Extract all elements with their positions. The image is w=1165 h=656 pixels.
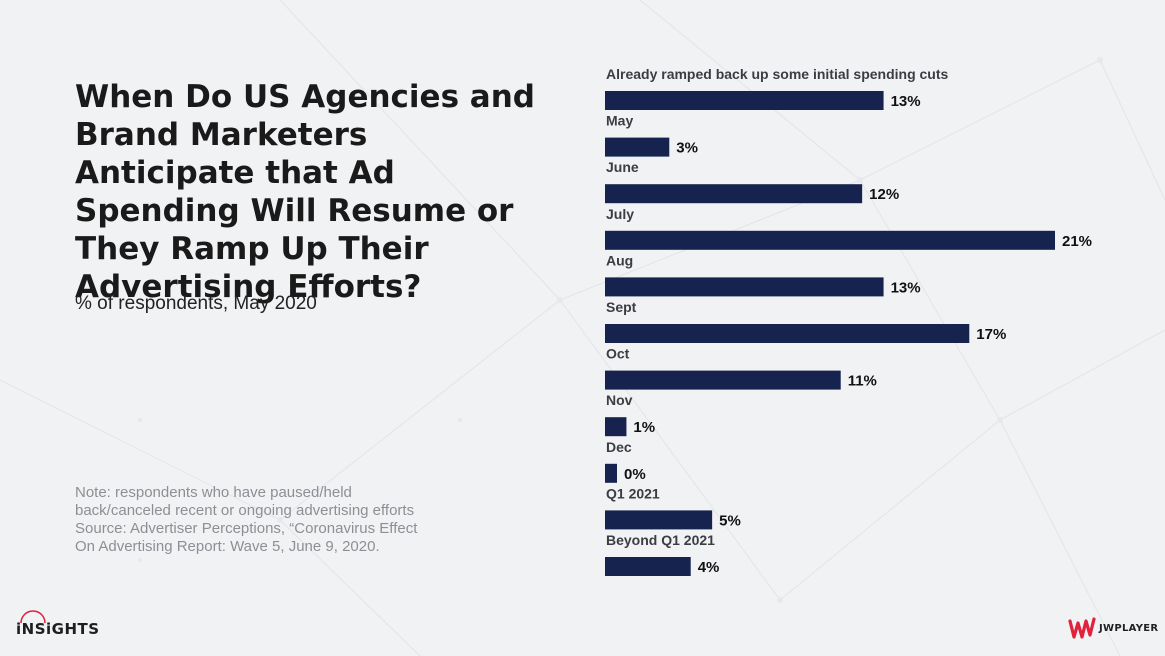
jwplayer-logo: JWPLAYER <box>1068 614 1158 642</box>
value-label: 5% <box>719 512 741 529</box>
category-label: May <box>606 113 633 129</box>
jwplayer-logo-text: JWPLAYER <box>1099 622 1159 634</box>
bar <box>605 370 841 390</box>
category-label: Sept <box>606 299 637 315</box>
chart-title: When Do US Agencies and Brand Marketers … <box>75 79 535 305</box>
insights-logo-arc-icon <box>20 610 46 624</box>
bar <box>605 510 713 530</box>
category-label: Aug <box>606 252 633 268</box>
value-label: 13% <box>891 279 921 296</box>
category-label: July <box>606 206 634 222</box>
value-label: 3% <box>676 140 698 157</box>
note-line: Note: respondents who have paused/held <box>75 484 352 501</box>
category-label: Beyond Q1 2021 <box>606 532 715 548</box>
category-label: June <box>606 159 639 175</box>
jwplayer-wave-icon <box>1068 617 1096 639</box>
bar <box>605 463 617 483</box>
insights-logo: iNSiGHTS <box>16 620 100 638</box>
bar <box>605 557 691 576</box>
source-note: Note: respondents who have paused/held b… <box>75 484 475 556</box>
note-line: On Advertising Report: Wave 5, June 9, 2… <box>75 538 380 555</box>
bar <box>605 277 884 297</box>
bar <box>605 417 627 437</box>
category-label: Dec <box>606 439 632 455</box>
category-label: Oct <box>606 346 630 362</box>
category-label: Q1 2021 <box>606 485 660 501</box>
note-line: back/canceled recent or ongoing advertis… <box>75 502 415 519</box>
bar <box>605 184 863 204</box>
category-label: Nov <box>606 392 633 408</box>
value-label: 17% <box>976 326 1006 343</box>
bar <box>605 324 970 343</box>
category-label: Already ramped back up some initial spen… <box>606 66 949 82</box>
chart-subtitle: % of respondents, May 2020 <box>75 293 317 314</box>
value-label: 11% <box>848 373 877 390</box>
bar <box>605 91 884 110</box>
value-label: 13% <box>891 93 921 110</box>
value-label: 21% <box>1062 233 1092 250</box>
value-label: 4% <box>698 559 720 576</box>
value-label: 12% <box>869 186 899 203</box>
note-line: Source: Advertiser Perceptions, “Coronav… <box>75 520 418 537</box>
bar <box>605 137 670 157</box>
value-label: 0% <box>624 466 646 483</box>
value-label: 1% <box>633 419 655 436</box>
bar <box>605 230 1055 250</box>
